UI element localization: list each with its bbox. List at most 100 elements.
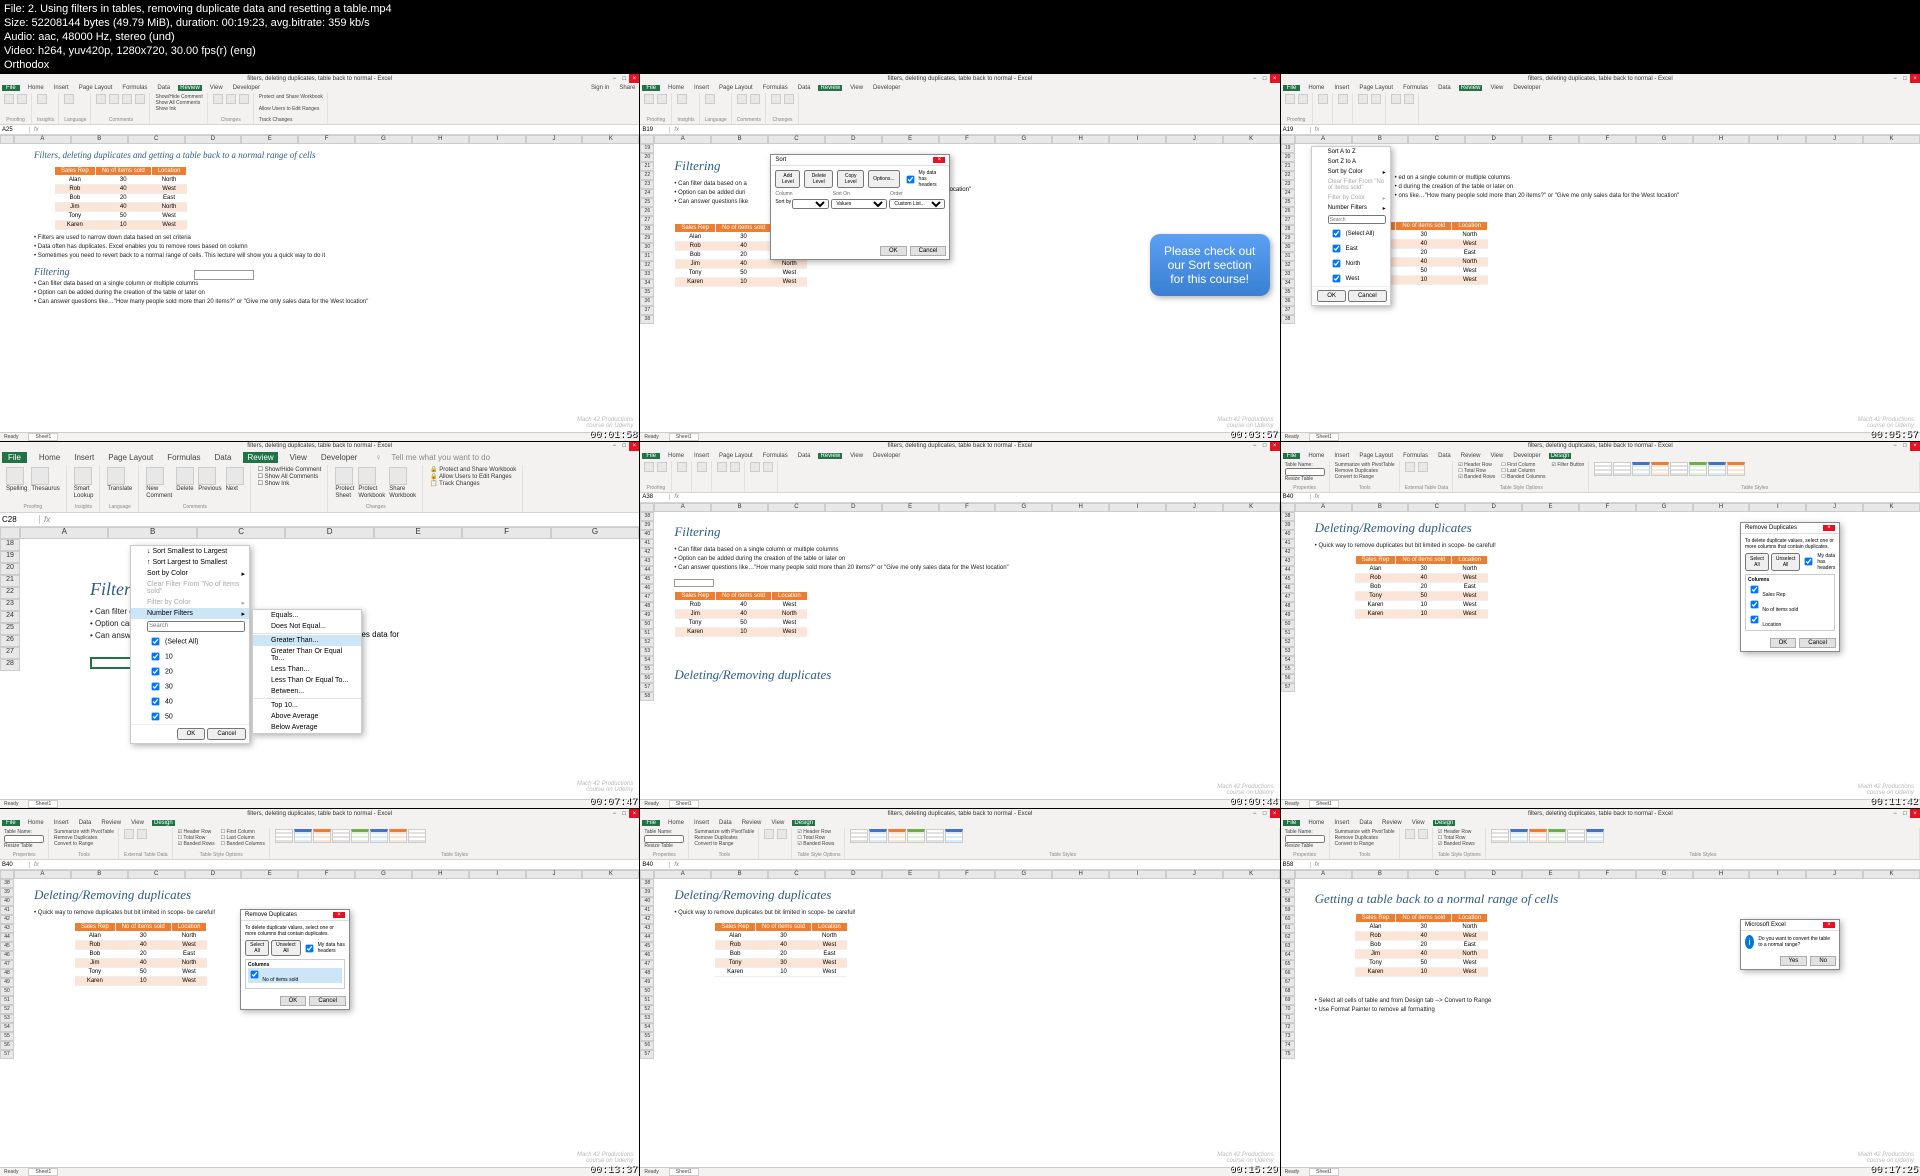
search-input[interactable] bbox=[147, 621, 245, 632]
ribbon-review-large: SpellingThesaurusProofing SmartLookupIns… bbox=[0, 465, 639, 513]
share-wb-icon[interactable] bbox=[239, 94, 249, 104]
notequal-item[interactable]: Does Not Equal... bbox=[253, 621, 361, 632]
table-styles-gallery[interactable] bbox=[1594, 462, 1915, 476]
comment-icon[interactable] bbox=[146, 467, 164, 485]
smartlookup-icon[interactable] bbox=[74, 467, 92, 485]
between-item[interactable]: Between... bbox=[253, 686, 361, 697]
tablename-input[interactable] bbox=[1285, 468, 1325, 476]
smartlookup-icon[interactable] bbox=[37, 94, 47, 104]
data-table: Sales RepNo of items soldLocation Alan30… bbox=[54, 166, 187, 230]
tab-home[interactable]: Home bbox=[26, 85, 46, 91]
tab-file[interactable]: File bbox=[2, 85, 20, 91]
min-icon[interactable]: − bbox=[609, 74, 619, 83]
translate-icon[interactable] bbox=[107, 467, 125, 485]
copy-level-button[interactable]: Copy Level bbox=[837, 170, 864, 188]
sort-color[interactable]: Sort by Color▸ bbox=[1312, 167, 1390, 177]
sortby-select[interactable] bbox=[792, 199, 829, 209]
add-level-button[interactable]: Add Level bbox=[775, 170, 800, 188]
tab-review[interactable]: Review bbox=[178, 85, 202, 91]
gte-item[interactable]: Greater Than Or Equal To... bbox=[253, 646, 361, 664]
ok-button[interactable]: OK bbox=[880, 246, 907, 256]
sort-za[interactable]: Sort Z to A bbox=[1312, 157, 1390, 167]
unselectall-button[interactable]: Unselect All bbox=[1771, 553, 1800, 571]
selectall-checkbox[interactable] bbox=[1332, 230, 1340, 238]
share-button[interactable]: Share bbox=[619, 85, 635, 91]
next-icon[interactable] bbox=[135, 94, 145, 104]
filter-panel: ↓ Sort Smallest to Largest ↑ Sort Larges… bbox=[130, 545, 250, 744]
unselectall-button[interactable]: Unselect All bbox=[271, 940, 300, 956]
selectall-button[interactable]: Select All bbox=[1745, 553, 1769, 571]
sort-az[interactable]: Sort A to Z bbox=[1312, 147, 1390, 157]
belowavg-item[interactable]: Below Average bbox=[253, 722, 361, 733]
frame-8: filters, deleting duplicates, table back… bbox=[640, 809, 1279, 1176]
cancel-button[interactable]: Cancel bbox=[1799, 638, 1836, 648]
ok-button[interactable]: OK bbox=[280, 996, 307, 1006]
sorton-select[interactable]: Values bbox=[831, 199, 887, 209]
thesaurus-icon[interactable] bbox=[31, 467, 49, 485]
protect-wb-icon[interactable] bbox=[226, 94, 236, 104]
search-input[interactable] bbox=[1328, 215, 1386, 224]
delete-icon[interactable] bbox=[109, 94, 119, 104]
tab-insert[interactable]: Insert bbox=[52, 85, 71, 91]
spelling-icon[interactable] bbox=[4, 94, 14, 104]
ok-button[interactable]: OK bbox=[177, 728, 206, 740]
cancel-button[interactable]: Cancel bbox=[309, 996, 346, 1006]
tab-developer[interactable]: Developer bbox=[231, 85, 262, 91]
options-button[interactable]: Options... bbox=[868, 170, 899, 188]
sort-largest[interactable]: ↑ Sort Largest to Smallest bbox=[131, 557, 249, 568]
cellref[interactable]: A25 bbox=[0, 127, 30, 133]
slide-title: Filtering bbox=[674, 158, 1279, 174]
protect-sheet-icon[interactable] bbox=[335, 467, 353, 485]
order-select[interactable]: Custom List... bbox=[889, 199, 945, 209]
selectall-button[interactable]: Select All bbox=[245, 940, 269, 956]
statusbar: ReadySheet1 bbox=[0, 432, 639, 441]
ok-button[interactable]: OK bbox=[1317, 290, 1346, 302]
delete-level-button[interactable]: Delete Level bbox=[804, 170, 833, 188]
protect-sheet-icon[interactable] bbox=[213, 94, 223, 104]
spelling-icon[interactable] bbox=[6, 467, 24, 485]
close-icon[interactable]: × bbox=[629, 74, 639, 83]
number-filters[interactable]: Number Filters▸ bbox=[131, 608, 249, 619]
slide-subtitle: Deleting/Removing duplicates bbox=[674, 667, 1279, 683]
sort-smallest[interactable]: ↓ Sort Smallest to Largest bbox=[131, 546, 249, 557]
empty-input[interactable] bbox=[194, 270, 254, 280]
data-table-filtered: Sales RepNo of items soldLocation Rob40W… bbox=[674, 591, 807, 637]
close-icon[interactable]: × bbox=[333, 912, 345, 918]
bullets: Can filter data based on a single column… bbox=[674, 546, 1279, 573]
aboveavg-item[interactable]: Above Average bbox=[253, 711, 361, 722]
cancel-button[interactable]: Cancel bbox=[1348, 290, 1387, 302]
top10-item[interactable]: Top 10... bbox=[253, 700, 361, 711]
watermark: Mach 42 Productionscourse on Udemy bbox=[577, 417, 633, 429]
headers-checkbox[interactable] bbox=[906, 175, 914, 183]
ok-button[interactable]: OK bbox=[1770, 638, 1797, 648]
lte-item[interactable]: Less Than Or Equal To... bbox=[253, 675, 361, 686]
translate-icon[interactable] bbox=[64, 94, 74, 104]
comment-icon[interactable] bbox=[96, 94, 106, 104]
ribbon-design: Table Name:Resize TableProperties Summar… bbox=[1281, 461, 1920, 493]
tab-pagelayout[interactable]: Page Layout bbox=[77, 85, 115, 91]
equals-item[interactable]: Equals... bbox=[253, 610, 361, 621]
close-icon[interactable]: × bbox=[1823, 922, 1835, 928]
sort-color[interactable]: Sort by Color▸ bbox=[131, 568, 249, 579]
yes-button[interactable]: Yes bbox=[1780, 956, 1808, 966]
thesaurus-icon[interactable] bbox=[17, 94, 27, 104]
fx-icon[interactable]: fx bbox=[30, 127, 43, 133]
tab-view[interactable]: View bbox=[208, 85, 225, 91]
max-icon[interactable]: □ bbox=[619, 74, 629, 83]
cancel-button[interactable]: Cancel bbox=[207, 728, 246, 740]
sign-in[interactable]: Sign in bbox=[591, 85, 609, 91]
close-icon[interactable]: × bbox=[1823, 525, 1835, 531]
empty-input[interactable] bbox=[674, 579, 714, 587]
lessthan-item[interactable]: Less Than... bbox=[253, 664, 361, 675]
prev-icon[interactable] bbox=[122, 94, 132, 104]
close-icon[interactable]: × bbox=[933, 157, 945, 163]
tab-formulas[interactable]: Formulas bbox=[120, 85, 149, 91]
filter-panel: Sort A to Z Sort Z to A Sort by Color▸ C… bbox=[1311, 146, 1391, 306]
ribbon-design: Table Name:Resize TableProperties Summar… bbox=[0, 828, 639, 860]
greaterthan-item[interactable]: Greater Than... bbox=[253, 635, 361, 646]
no-button[interactable]: No bbox=[1810, 956, 1836, 966]
cancel-button[interactable]: Cancel bbox=[910, 246, 947, 256]
tab-data[interactable]: Data bbox=[155, 85, 172, 91]
sheet-tab[interactable]: Sheet1 bbox=[28, 433, 58, 441]
confirm-dialog: Microsoft Excel× i Do you want to conver… bbox=[1740, 919, 1840, 970]
